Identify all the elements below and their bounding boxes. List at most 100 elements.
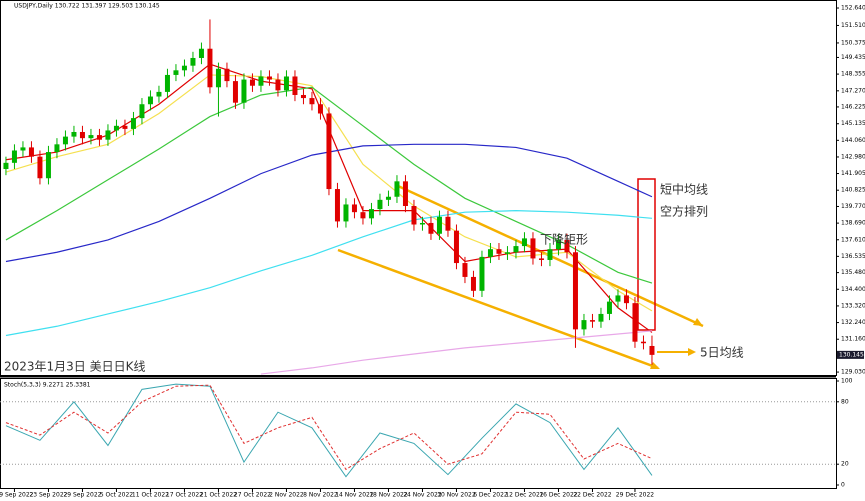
candle-body xyxy=(640,341,646,344)
candle-body xyxy=(96,135,102,140)
candle-body xyxy=(589,320,595,322)
arrow-head xyxy=(688,348,696,356)
candle-body xyxy=(207,48,213,88)
candle-body xyxy=(130,118,136,129)
annotation: 2023年1月3日 美日日K线 xyxy=(4,360,146,374)
candle-body xyxy=(555,239,561,250)
candle-body xyxy=(581,320,587,330)
x-tick-label: 12 Dec 2022 xyxy=(505,492,544,499)
candle-body xyxy=(283,76,289,91)
candle-body xyxy=(530,238,536,259)
candle-body xyxy=(28,147,34,157)
stoch-title: Stoch(5,3,3) 9.2271 25.3381 xyxy=(4,382,91,389)
x-tick-label: 16 Dec 2022 xyxy=(539,492,578,499)
y-tick-label: 150.375 xyxy=(841,39,865,46)
candle-body xyxy=(164,74,170,92)
candle-body xyxy=(513,246,519,253)
candle-body xyxy=(71,131,77,137)
x-tick-label: 8 Nov 2022 xyxy=(303,492,338,499)
x-tick-label: 19 Sep 2022 xyxy=(0,492,34,499)
x-tick-label: 27 Oct 2022 xyxy=(234,492,271,499)
candle-body xyxy=(11,150,17,163)
candle-body xyxy=(37,156,43,179)
candle-body xyxy=(190,57,196,66)
candle-body xyxy=(419,222,425,225)
candle-body xyxy=(334,189,340,222)
candle-body xyxy=(394,181,400,197)
y-tick-label: 131.160 xyxy=(841,336,865,343)
candle-body xyxy=(411,206,417,225)
candle-body xyxy=(173,70,179,75)
x-tick-label: 11 Oct 2022 xyxy=(132,492,169,499)
x-tick-label: 6 Dec 2022 xyxy=(473,492,508,499)
candle-body xyxy=(249,79,255,86)
x-tick-label: 24 Nov 2022 xyxy=(403,492,442,499)
candle-body xyxy=(564,239,570,253)
candle-body xyxy=(377,199,383,210)
candle-body xyxy=(649,345,655,355)
moving-average xyxy=(5,210,653,337)
candle-body xyxy=(113,125,119,131)
annotation: 5日均线 xyxy=(700,346,744,360)
candle-body xyxy=(598,313,604,322)
candle-body xyxy=(436,216,442,234)
candle-body xyxy=(547,249,553,260)
arrow-head xyxy=(650,362,660,369)
candle-body xyxy=(105,130,111,140)
x-tick-label: 30 Nov 2022 xyxy=(437,492,476,499)
candle-body xyxy=(326,113,332,190)
stoch-line xyxy=(5,383,653,478)
candle-body xyxy=(521,238,527,247)
highlight-box xyxy=(637,178,656,331)
arrow-head xyxy=(693,318,703,326)
candle-body xyxy=(538,258,544,260)
y-tick-label: 151.510 xyxy=(841,22,865,29)
candle-body xyxy=(198,48,204,58)
candle-body xyxy=(572,252,578,330)
candle-body xyxy=(623,295,629,304)
candle-body xyxy=(385,196,391,200)
y-tick-label: 138.690 xyxy=(841,220,865,227)
y-tick-label: 147.270 xyxy=(841,87,865,94)
candle-body xyxy=(266,76,272,80)
candle-body xyxy=(181,65,187,71)
y-tick-label: 129.030 xyxy=(841,369,865,376)
candle-body xyxy=(258,76,264,86)
candle-body xyxy=(3,162,9,169)
x-tick-label: 23 Sep 2022 xyxy=(29,492,67,499)
x-tick-label: 14 Nov 2022 xyxy=(335,492,374,499)
y-tick-label: 141.905 xyxy=(841,170,865,177)
candle-body xyxy=(504,252,510,254)
current-price: 130.145 xyxy=(839,351,864,358)
y-tick-label: 146.225 xyxy=(841,103,865,110)
candle-body xyxy=(215,68,221,88)
candle-body xyxy=(62,136,68,145)
y-tick-label: 134.400 xyxy=(841,286,865,293)
candle-body xyxy=(232,81,238,103)
x-tick-label: 18 Nov 2022 xyxy=(369,492,408,499)
x-tick-label: 22 Dec 2022 xyxy=(573,492,612,499)
y-tick-label: 144.060 xyxy=(841,137,865,144)
candle-body xyxy=(632,303,638,342)
y-tick-label: 133.320 xyxy=(841,302,865,309)
moving-average xyxy=(260,330,653,375)
candle-body xyxy=(275,79,281,91)
y-tick-label: 149.435 xyxy=(841,54,865,61)
candle-body xyxy=(453,230,459,264)
y-tick-label: 100 xyxy=(841,378,853,385)
x-tick-label: 2 Nov 2022 xyxy=(269,492,304,499)
candle-body xyxy=(139,104,145,119)
candle-body xyxy=(360,212,366,219)
candle-body xyxy=(343,204,349,222)
y-tick-label: 139.770 xyxy=(841,203,865,210)
candle-body xyxy=(147,96,153,105)
candle-body xyxy=(309,98,315,105)
y-tick-label: 132.240 xyxy=(841,319,865,326)
candle-body xyxy=(122,125,128,129)
candle-body xyxy=(317,104,323,114)
y-tick-label: 148.355 xyxy=(841,71,865,78)
candle-body xyxy=(402,181,408,207)
annotation: 空方排列 xyxy=(660,204,708,219)
candle-body xyxy=(20,147,26,151)
